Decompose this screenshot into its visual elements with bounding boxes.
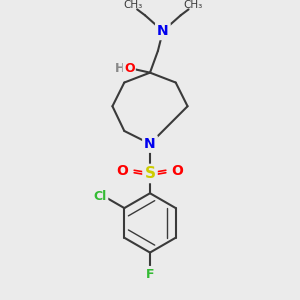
Text: O: O bbox=[124, 62, 135, 75]
Text: O: O bbox=[116, 164, 128, 178]
Text: S: S bbox=[145, 166, 155, 181]
Text: Cl: Cl bbox=[93, 190, 106, 203]
Text: N: N bbox=[144, 137, 156, 151]
Text: O: O bbox=[172, 164, 184, 178]
Text: N: N bbox=[157, 24, 169, 38]
Text: CH₃: CH₃ bbox=[124, 0, 143, 11]
Text: H: H bbox=[115, 62, 125, 75]
Text: CH₃: CH₃ bbox=[183, 0, 202, 11]
Text: F: F bbox=[146, 268, 154, 281]
